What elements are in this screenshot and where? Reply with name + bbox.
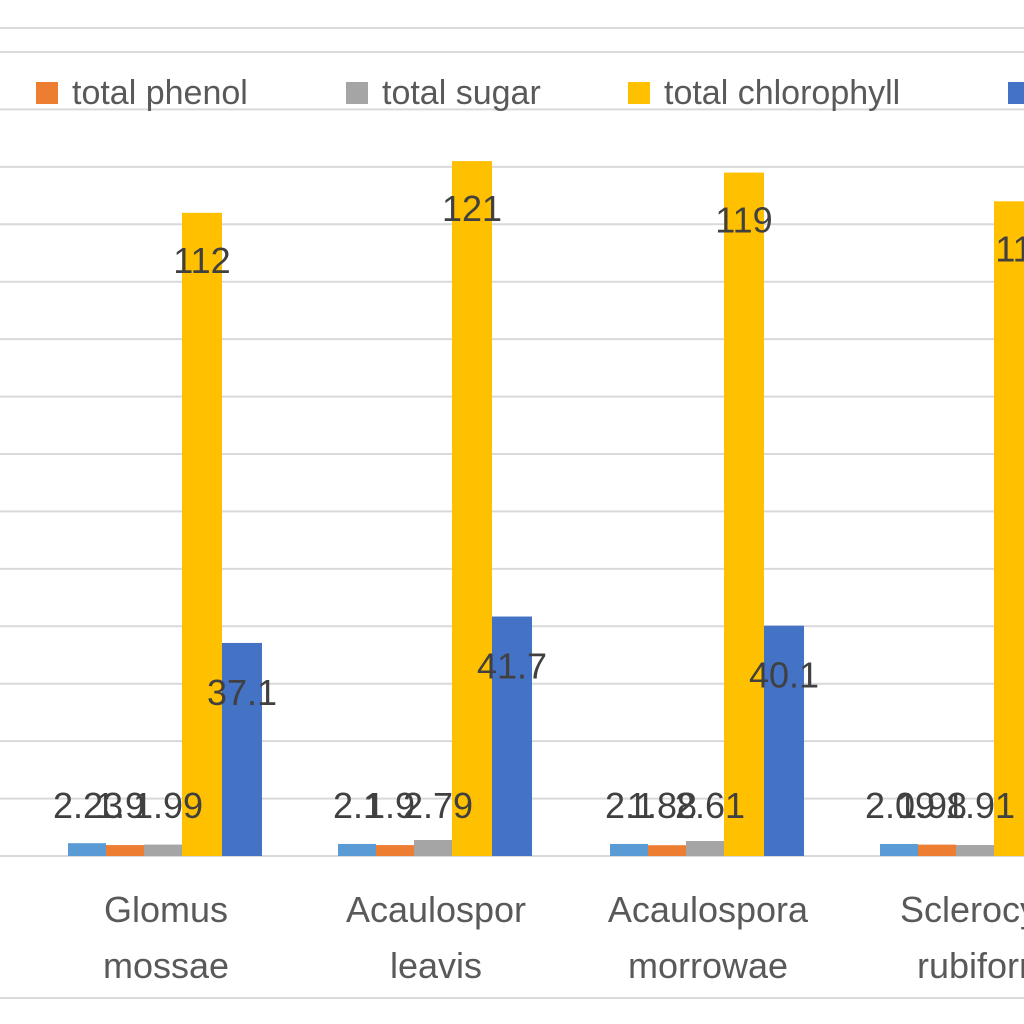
data-label: 41.7 <box>477 646 547 687</box>
data-label: 1.9 <box>95 785 145 826</box>
legend-swatch <box>628 82 650 104</box>
data-label: 121 <box>442 188 502 229</box>
bar <box>414 839 452 856</box>
bar <box>106 845 144 856</box>
data-label: 2.23 <box>53 785 123 826</box>
bar <box>724 172 764 857</box>
bars <box>68 161 1024 857</box>
bar <box>764 625 804 856</box>
data-label: 112 <box>173 240 230 281</box>
bar <box>452 161 492 857</box>
data-label: 2.1 <box>333 785 383 826</box>
data-label: 1.9 <box>365 785 415 826</box>
category-label: leavis <box>390 945 482 986</box>
bar <box>994 201 1024 857</box>
data-label: 2.79 <box>403 785 473 826</box>
bar <box>338 843 376 856</box>
data-label: 2.61 <box>675 785 745 826</box>
category-label: Acaulospora <box>608 889 809 930</box>
data-label: 1.99 <box>133 785 203 826</box>
bar <box>144 844 182 856</box>
legend-label: total sugar <box>382 74 541 112</box>
bar <box>68 843 106 856</box>
bar <box>880 843 918 856</box>
category-label: mossae <box>103 945 229 986</box>
data-label: 119 <box>715 200 772 241</box>
category-label: Glomus <box>104 889 228 930</box>
legend-label: total phenol <box>72 74 248 112</box>
legend-swatch <box>1008 82 1024 104</box>
legend: total phenol total sugar total chlorophyll <box>36 74 1024 112</box>
bar <box>610 843 648 856</box>
bar <box>376 845 414 856</box>
bar <box>686 841 724 856</box>
bar <box>918 844 956 856</box>
data-label: 11 <box>995 228 1024 269</box>
data-labels: 2.231.91.9911237.12.11.92.7912141.72.11.… <box>53 188 1024 826</box>
legend-swatch <box>36 82 58 104</box>
data-label: 1.98 <box>897 785 967 826</box>
category-label: Sclerocys <box>900 889 1024 930</box>
chart-border <box>0 27 1024 999</box>
category-labels: nGlomusmossaeAcaulosporleavisAcaulospora… <box>103 889 1024 986</box>
data-label: 37.1 <box>207 672 277 713</box>
legend-swatch <box>346 82 368 104</box>
bar <box>956 845 994 856</box>
legend-label: total chlorophyll <box>664 74 900 112</box>
data-label: 1.91 <box>945 785 1015 826</box>
category-label: morrowae <box>628 945 788 986</box>
bar <box>222 642 262 856</box>
data-label: 2.09 <box>865 785 935 826</box>
category-label: Acaulospor <box>346 889 526 930</box>
data-label: 2.1 <box>605 785 655 826</box>
data-label: 1.88 <box>627 785 697 826</box>
category-label: rubiforn <box>917 945 1024 986</box>
bar <box>492 616 532 856</box>
data-label: 40.1 <box>749 655 819 696</box>
bar <box>182 212 222 857</box>
bar <box>648 845 686 856</box>
